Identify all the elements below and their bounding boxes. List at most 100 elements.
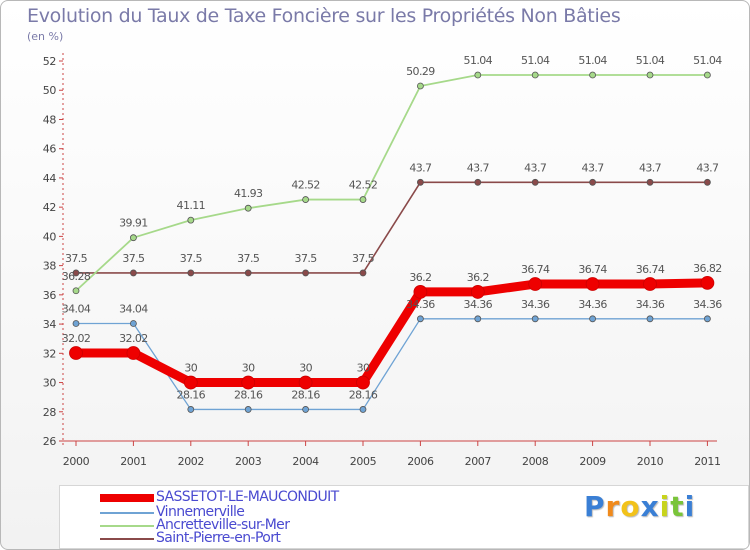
data-label-sassetot-5: 30	[357, 362, 370, 375]
data-point-saint-pierre-3	[244, 269, 252, 277]
data-label-sassetot-4: 30	[299, 362, 312, 375]
y-tick-label-10: 46	[43, 143, 57, 156]
brand-letter-0: P	[584, 490, 606, 523]
data-label-vinnemerville-9: 34.36	[578, 298, 607, 311]
data-label-sassetot-9: 36.74	[578, 263, 607, 276]
legend-label-sassetot: SASSETOT-LE-MAUCONDUIT	[156, 489, 339, 505]
y-tick-label-2: 30	[43, 377, 57, 390]
data-point-ancretteville-1	[129, 234, 137, 242]
x-tick-label-8: 2008	[522, 455, 549, 468]
data-label-ancretteville-7: 51.04	[464, 54, 493, 67]
data-label-vinnemerville-1: 34.04	[119, 302, 148, 315]
x-tick-label-11: 2011	[694, 455, 720, 468]
data-point-sassetot-9	[585, 277, 600, 291]
data-point-saint-pierre-2	[187, 269, 195, 277]
data-label-vinnemerville-3: 28.16	[234, 388, 263, 401]
data-label-saint-pierre-10: 43.7	[639, 161, 662, 174]
series-line-vinnemerville	[75, 318, 709, 411]
data-point-saint-pierre-4	[302, 269, 310, 277]
data-label-sassetot-6: 36.2	[409, 271, 431, 284]
data-point-vinnemerville-9	[589, 315, 596, 323]
data-label-ancretteville-1: 39.91	[119, 217, 148, 230]
x-tick-label-0: 2000	[63, 455, 90, 468]
data-point-ancretteville-0	[72, 287, 80, 295]
data-label-vinnemerville-11: 34.36	[693, 298, 722, 311]
data-point-sassetot-11	[700, 275, 715, 290]
data-label-saint-pierre-5: 37.5	[352, 252, 375, 265]
data-point-ancretteville-10	[646, 71, 654, 79]
data-point-ancretteville-6	[416, 82, 424, 90]
data-label-vinnemerville-8: 34.36	[521, 298, 550, 311]
data-label-saint-pierre-1: 37.5	[122, 252, 145, 265]
legend-swatch-sassetot	[100, 494, 154, 502]
data-point-sassetot-0	[69, 346, 83, 360]
brand-letter-5: t	[670, 490, 685, 523]
data-point-vinnemerville-11	[704, 315, 711, 323]
data-label-sassetot-11: 36.82	[693, 262, 722, 275]
legend-label-saint-pierre: Saint-Pierre-en-Port	[156, 530, 281, 546]
brand-letter-4: i	[659, 490, 671, 523]
brand-letter-3: x	[640, 490, 660, 523]
y-tick-label-13: 52	[43, 55, 56, 68]
data-label-sassetot-3: 30	[242, 362, 255, 375]
data-label-saint-pierre-9: 43.7	[582, 161, 605, 174]
data-label-ancretteville-4: 42.52	[291, 179, 320, 192]
x-tick-label-7: 2007	[465, 455, 492, 468]
y-tick-label-9: 44	[43, 172, 57, 185]
data-point-saint-pierre-0	[72, 269, 80, 277]
data-label-vinnemerville-10: 34.36	[636, 298, 665, 311]
data-point-saint-pierre-6	[416, 178, 424, 186]
legend-swatch-vinnemerville	[100, 512, 154, 514]
data-point-saint-pierre-7	[474, 178, 482, 186]
data-point-ancretteville-11	[704, 71, 711, 79]
legend: SASSETOT-LE-MAUCONDUIT Vinnemerville Anc…	[59, 485, 749, 549]
data-label-saint-pierre-0: 37.5	[65, 252, 88, 265]
brand-letter-6: i	[684, 490, 696, 523]
brand-letter-2: o	[620, 490, 641, 523]
y-tick-label-1: 28	[43, 406, 57, 419]
data-label-saint-pierre-7: 43.7	[467, 161, 490, 174]
data-label-vinnemerville-4: 28.16	[291, 388, 320, 401]
data-point-ancretteville-5	[359, 196, 367, 203]
x-tick-label-9: 2009	[579, 455, 606, 468]
x-tick-label-6: 2006	[407, 455, 434, 468]
data-label-ancretteville-6: 50.29	[406, 65, 435, 78]
data-point-sassetot-5	[356, 375, 370, 390]
data-label-ancretteville-0: 36.28	[62, 270, 91, 283]
y-tick-label-0: 26	[43, 435, 57, 448]
brand-logo: Proxiti	[584, 490, 695, 523]
data-label-saint-pierre-4: 37.5	[295, 252, 318, 265]
x-tick-label-5: 2005	[350, 455, 377, 468]
data-point-vinnemerville-10	[646, 315, 654, 323]
legend-label-vinnemerville: Vinnemerville	[156, 504, 245, 520]
data-point-vinnemerville-7	[474, 315, 482, 323]
data-label-vinnemerville-2: 28.16	[177, 388, 206, 401]
data-point-saint-pierre-5	[359, 269, 367, 277]
data-label-sassetot-7: 36.2	[467, 271, 489, 284]
data-point-sassetot-10	[643, 277, 657, 291]
data-point-vinnemerville-0	[72, 320, 80, 327]
data-point-vinnemerville-2	[187, 406, 195, 413]
y-tick-label-3: 32	[43, 347, 56, 360]
data-label-saint-pierre-8: 43.7	[524, 161, 547, 174]
data-point-saint-pierre-10	[646, 178, 654, 186]
brand-letter-1: r	[605, 490, 621, 523]
y-tick-label-6: 38	[43, 260, 57, 273]
data-label-vinnemerville-5: 28.16	[349, 388, 378, 401]
chart-title: Evolution du Taux de Taxe Foncière sur l…	[27, 5, 621, 27]
y-tick-label-12: 50	[43, 84, 57, 97]
data-label-vinnemerville-6: 34.36	[406, 298, 435, 311]
data-label-sassetot-1: 32.02	[119, 332, 148, 345]
data-point-ancretteville-7	[474, 71, 482, 79]
x-tick-label-10: 2010	[637, 455, 664, 468]
data-point-sassetot-8	[528, 277, 543, 291]
data-label-saint-pierre-2: 37.5	[180, 252, 203, 265]
data-label-vinnemerville-7: 34.36	[464, 298, 493, 311]
x-tick-label-4: 2004	[292, 455, 319, 468]
data-point-vinnemerville-6	[416, 315, 424, 323]
data-label-ancretteville-11: 51.04	[693, 54, 722, 67]
data-label-sassetot-0: 32.02	[62, 332, 91, 345]
y-tick-label-11: 48	[43, 113, 57, 126]
data-point-ancretteville-4	[302, 196, 310, 203]
